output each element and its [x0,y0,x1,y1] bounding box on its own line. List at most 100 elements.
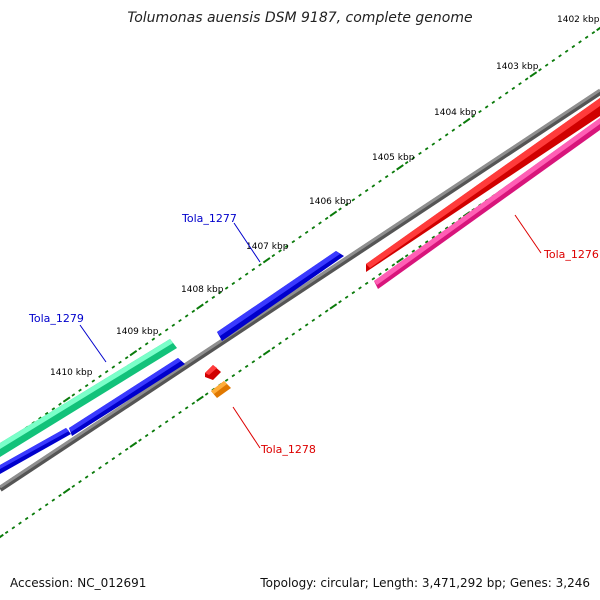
minor-tick [171,415,176,419]
minor-tick [378,272,382,276]
major-tick [329,303,338,310]
minor-tick [411,249,416,253]
minor-tick [431,142,436,146]
minor-tick [324,216,329,221]
minor-tick [11,526,16,530]
minor-tick [98,466,102,470]
minor-tick [184,406,189,410]
minor-tick [84,475,89,479]
minor-tick [191,401,196,405]
minor-tick [44,411,49,416]
gene-tola-1279[interactable] [0,339,177,457]
minor-tick [118,360,122,365]
minor-tick [511,86,516,91]
gene-tola-1278-orange[interactable] [211,381,231,398]
major-tick [0,533,4,539]
minor-tick [278,341,282,345]
minor-tick [91,379,96,383]
minor-tick [51,498,56,502]
minor-tick [584,35,589,39]
minor-tick [551,58,556,63]
minor-tick [304,323,309,327]
major-tick [129,441,138,448]
minor-tick [438,231,442,235]
minor-tick [504,91,509,95]
gene-blue-lower[interactable] [0,358,185,474]
minor-tick [104,370,109,374]
minor-tick [311,318,316,322]
gene-tola-1278-red[interactable] [205,365,221,380]
minor-tick [318,314,322,318]
minor-tick [418,151,422,156]
minor-tick [71,393,76,397]
kbp-label-1410: 1410 kbp [50,368,93,378]
minor-tick [471,114,476,118]
minor-tick [384,267,389,272]
minor-tick [578,40,582,44]
minor-tick [298,327,302,332]
minor-tick [444,226,449,230]
minor-tick [151,337,156,341]
gene-label-tola-1279[interactable]: Tola_1279 [28,312,84,325]
major-tick [396,257,404,264]
minor-tick [271,346,276,350]
minor-tick [564,49,569,53]
minor-tick [311,226,316,230]
minor-tick [291,239,296,244]
major-tick [196,395,204,402]
minor-tick [251,267,256,272]
gene-label-tola-1278[interactable]: Tola_1278 [260,443,316,456]
minor-tick [78,388,82,392]
minor-tick [78,480,82,484]
minor-tick [524,77,529,81]
minor-tick [304,230,309,235]
genome-title: Tolumonas auensis DSM 9187, complete gen… [127,10,473,26]
minor-tick [104,461,109,465]
major-tick [262,349,271,356]
minor-tick [204,300,209,304]
minor-tick [191,309,196,313]
gene-tola-1277[interactable] [217,251,344,341]
gene-tola-1276-pink[interactable] [374,118,600,289]
minor-tick [424,147,429,151]
minor-tick [244,364,249,369]
minor-tick [51,407,56,411]
minor-tick [284,244,289,248]
minor-tick [364,281,369,286]
kbp-label-1409: 1409 kbp [116,327,159,337]
kbp-label-1408: 1408 kbp [181,285,224,295]
minor-tick [558,54,562,58]
minor-tick [378,179,382,183]
minor-tick [164,328,169,332]
minor-tick [451,128,456,132]
gene-label-tola-1277[interactable]: Tola_1277 [181,212,237,225]
minor-tick [351,290,356,295]
minor-tick [144,433,149,438]
minor-tick [124,356,129,360]
minor-tick [451,221,456,226]
minor-tick [44,503,49,507]
minor-tick [91,470,96,475]
minor-tick [238,277,242,281]
gene-tola-1276-red[interactable] [366,98,600,272]
minor-tick [231,281,236,286]
gene-label-tola-1276[interactable]: Tola_1276 [543,248,599,261]
minor-tick [571,44,576,49]
minor-tick [178,410,182,415]
kbp-label-1402: 1402 kbp [557,15,600,25]
minor-tick [404,161,409,165]
minor-tick [204,392,209,396]
minor-tick [224,286,229,290]
minor-tick [424,240,429,244]
minor-tick [98,374,102,378]
minor-tick [251,360,256,364]
minor-tick [278,249,282,253]
major-tick [196,303,204,310]
minor-tick [384,174,389,179]
minor-tick [271,253,276,258]
minor-tick [358,193,362,197]
minor-tick [111,456,116,461]
minor-tick [338,300,342,304]
minor-tick [518,82,522,86]
